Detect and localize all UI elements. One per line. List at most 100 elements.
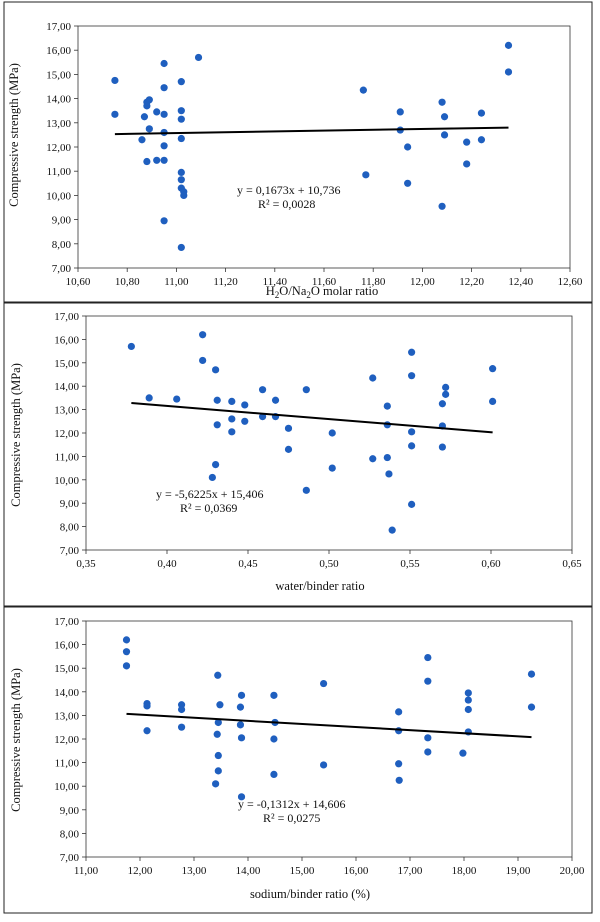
- data-point: [237, 691, 246, 699]
- x-tick-label: 10,60: [66, 276, 91, 288]
- panel-frame: [3, 606, 593, 914]
- data-point: [177, 134, 185, 143]
- data-point: [424, 653, 432, 662]
- trend-line: [126, 712, 532, 739]
- data-point: [284, 445, 293, 453]
- data-point: [438, 202, 446, 210]
- y-tick-label: 13,00: [54, 405, 79, 417]
- y-tick-label: 8,00: [60, 828, 80, 840]
- data-point: [271, 396, 280, 404]
- data-point: [408, 442, 416, 450]
- data-point: [228, 397, 236, 406]
- data-point: [489, 397, 497, 406]
- x-axis-title: water/binder ratio: [275, 579, 364, 593]
- y-tick-label: 17,00: [46, 21, 71, 33]
- data-point: [404, 143, 412, 151]
- data-point: [320, 761, 328, 769]
- data-point: [440, 131, 449, 139]
- data-point: [302, 486, 310, 494]
- y-tick-label: 12,00: [54, 734, 79, 746]
- data-point: [527, 703, 536, 711]
- data-point: [177, 723, 186, 731]
- y-tick-label: 10,00: [46, 190, 71, 202]
- y-tick-label: 15,00: [54, 358, 79, 370]
- data-point: [237, 734, 246, 742]
- data-point: [228, 415, 236, 423]
- data-point: [395, 776, 403, 784]
- data-point: [122, 662, 131, 670]
- data-point: [385, 470, 393, 478]
- data-point: [177, 115, 185, 123]
- data-point: [302, 386, 310, 394]
- data-point: [160, 59, 168, 68]
- x-tick-label: 11,00: [164, 276, 189, 288]
- data-point: [388, 526, 396, 534]
- data-point: [216, 701, 224, 709]
- trend-line: [114, 126, 509, 136]
- data-point: [177, 243, 185, 252]
- data-point: [214, 671, 222, 679]
- y-tick-label: 11,00: [55, 451, 80, 463]
- data-point: [140, 113, 149, 121]
- x-axis-title: H2O/Na2O molar ratio: [266, 284, 378, 300]
- data-point: [241, 417, 249, 425]
- data-point: [270, 691, 278, 699]
- x-tick-label: 0,60: [481, 558, 501, 570]
- data-point: [177, 705, 186, 714]
- data-point: [438, 443, 446, 451]
- panel-sodium-binder: 7,00 8,00 9,00 10,00 11,00 12,00 13,00 14,00 15,…: [3, 606, 593, 914]
- y-tick-label: 9,00: [60, 498, 80, 510]
- data-point: [442, 383, 450, 391]
- data-point: [214, 751, 222, 760]
- data-point: [395, 760, 403, 768]
- data-point: [404, 179, 412, 187]
- data-point: [214, 718, 222, 727]
- data-point: [504, 41, 513, 49]
- r-squared: R² = 0,0275: [263, 811, 320, 825]
- r-squared: R² = 0,0028: [258, 197, 315, 211]
- x-tick-label: 19,00: [506, 865, 531, 877]
- trend-equation: y = -5,6225x + 15,406: [156, 487, 264, 501]
- data-point: [122, 636, 131, 644]
- data-point: [177, 168, 185, 177]
- data-point: [236, 703, 245, 711]
- y-tick-label: 13,00: [54, 710, 79, 722]
- x-tick-label: 10,80: [115, 276, 140, 288]
- data-point: [477, 136, 486, 144]
- data-point: [241, 401, 249, 409]
- trend-line: [131, 402, 493, 434]
- data-point: [145, 96, 153, 104]
- data-point: [212, 460, 220, 469]
- data-point: [111, 110, 119, 118]
- y-tick-label: 17,00: [54, 311, 79, 323]
- data-point: [145, 394, 153, 402]
- x-tick-label: 12,40: [508, 276, 533, 288]
- data-point: [180, 191, 188, 199]
- y-tick-label: 9,00: [60, 805, 80, 817]
- data-point: [270, 770, 278, 779]
- data-point: [228, 428, 236, 436]
- data-point: [212, 780, 220, 788]
- data-point: [199, 331, 207, 339]
- x-tick-label: 18,00: [452, 865, 477, 877]
- y-tick-label: 12,00: [46, 142, 71, 154]
- x-tick-label: 13,00: [182, 865, 207, 877]
- y-tick-label: 14,00: [54, 687, 79, 699]
- panel-frame: [3, 1, 593, 303]
- data-point: [160, 217, 168, 225]
- data-point: [328, 429, 336, 437]
- y-tick-label: 17,00: [54, 616, 79, 628]
- data-point: [237, 793, 246, 801]
- data-point: [127, 342, 135, 351]
- x-tick-label: 20,00: [560, 865, 585, 877]
- data-point: [143, 702, 151, 710]
- y-tick-label: 7,00: [60, 545, 80, 557]
- y-tick-label: 16,00: [46, 45, 71, 57]
- data-point: [214, 767, 222, 775]
- data-point: [463, 138, 471, 146]
- r-squared: R² = 0,0369: [180, 501, 237, 515]
- data-point: [359, 86, 367, 94]
- panel-frame: [3, 302, 593, 607]
- data-point: [395, 708, 403, 716]
